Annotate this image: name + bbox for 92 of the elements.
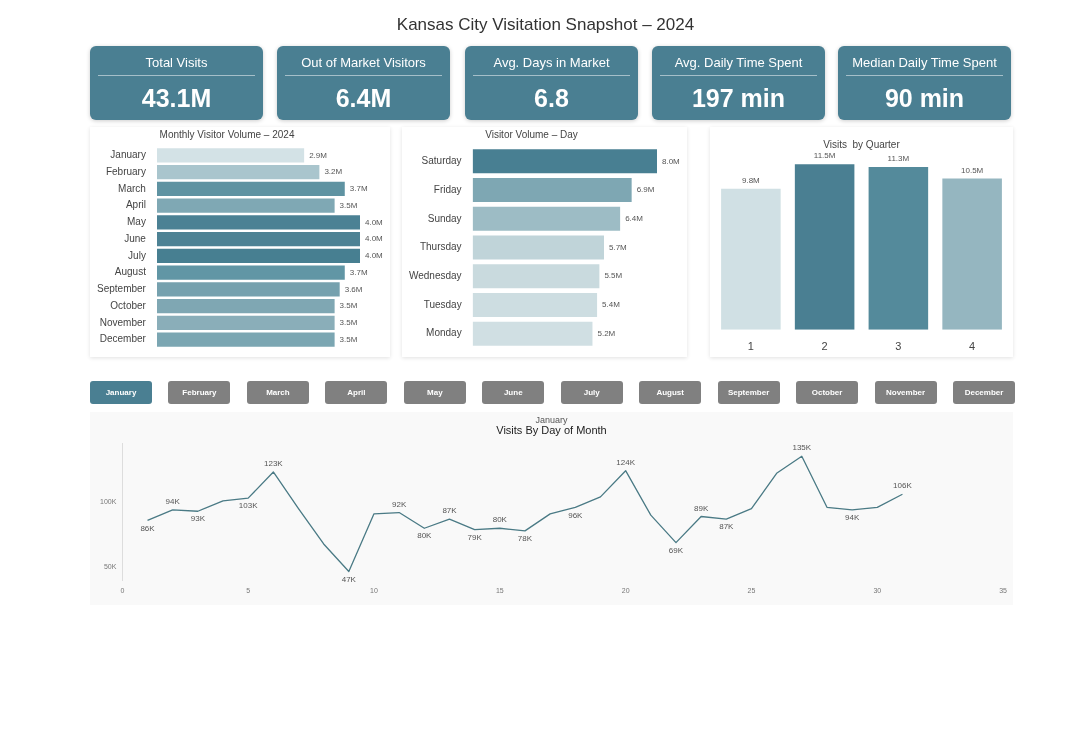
data-label: 11.5M <box>813 151 836 161</box>
category-label: March <box>246 381 309 404</box>
x-tick-label: 2 <box>821 340 828 353</box>
data-label: 10.5M <box>961 165 984 175</box>
data-label: 80K <box>492 515 508 525</box>
y-tick-label: August <box>114 266 147 278</box>
data-label: 4.0M <box>365 234 384 244</box>
y-tick-label: October <box>110 299 147 311</box>
y-tick-label: November <box>99 316 147 328</box>
y-tick-label: April <box>125 199 146 211</box>
data-label: 3.2M <box>324 167 343 177</box>
y-tick-label: September <box>96 283 147 295</box>
text: 197 min <box>690 83 787 113</box>
y-tick-label: Saturday <box>421 155 462 167</box>
text: Total Visits <box>98 46 255 76</box>
y-tick-label: January <box>110 149 146 161</box>
data-label: 3.5M <box>339 200 358 210</box>
data-label: 103K <box>238 501 259 511</box>
category-label: April <box>325 381 388 404</box>
chart-subtitle: January <box>534 415 568 425</box>
y-tick-label: Monday <box>426 327 462 339</box>
category-label: December <box>953 381 1015 404</box>
data-label: 2.9M <box>309 150 328 160</box>
text: 6.8 <box>533 83 570 113</box>
x-tick-label: 1 <box>747 340 754 353</box>
data-label: 4.0M <box>365 251 384 261</box>
text: Median Daily Time Spent <box>846 46 1003 76</box>
y-tick-label: June <box>124 232 147 244</box>
y-tick-label: Sunday <box>427 212 462 224</box>
data-label: 5.2M <box>597 328 616 338</box>
data-label: 106K <box>893 481 913 491</box>
data-label: 80K <box>417 531 433 541</box>
text: Avg. Daily Time Spent <box>660 46 817 76</box>
y-tick-label: Wednesday <box>408 269 462 281</box>
data-label: 92K <box>392 499 407 509</box>
data-label: 5.5M <box>604 271 623 281</box>
data-label: 94K <box>845 513 860 523</box>
text: 6.4M <box>334 83 393 113</box>
x-tick-label: 4 <box>969 340 976 353</box>
data-label: 3.5M <box>339 301 358 311</box>
text: Out of Market Visitors <box>285 46 442 76</box>
data-label: 96K <box>568 510 584 520</box>
category-label: September <box>717 381 780 404</box>
data-label: 78K <box>517 534 533 544</box>
data-label: 3.5M <box>339 318 358 328</box>
category-label: October <box>796 381 859 404</box>
data-label: 93K <box>190 514 206 524</box>
data-label: 123K <box>263 459 284 469</box>
chart-title: Visitor Volume – Day <box>485 128 578 140</box>
data-label: 5.7M <box>608 242 628 252</box>
data-label: 3.5M <box>339 334 358 344</box>
data-label: 124K <box>616 457 636 467</box>
chart-title: Monthly Visitor Volume – 2024 <box>159 128 295 140</box>
data-label: 87K <box>719 522 735 532</box>
category-label: August <box>639 381 702 404</box>
data-label: 3.7M <box>349 267 368 277</box>
text: Kansas City Visitation Snapshot – 2024 <box>395 14 696 36</box>
data-label: 3.7M <box>349 184 368 194</box>
data-label: 11.3M <box>887 154 910 164</box>
y-tick-label: March <box>118 182 146 194</box>
data-label: 135K <box>792 443 812 453</box>
chart-title: Visits By Day of Month <box>496 423 607 436</box>
category-label: July <box>560 381 623 404</box>
text: Avg. Days in Market <box>473 46 630 76</box>
data-label: 87K <box>442 506 458 516</box>
data-label: 5.4M <box>602 300 621 310</box>
data-label: 47K <box>341 574 357 584</box>
y-tick-label: Tuesday <box>423 298 462 310</box>
data-label: 6.4M <box>625 213 644 223</box>
data-label: 79K <box>467 532 483 542</box>
x-tick-label: 3 <box>895 340 902 353</box>
data-label: 8.0M <box>662 156 681 166</box>
data-label: 6.9M <box>636 185 655 195</box>
data-label: 3.6M <box>344 284 363 294</box>
chart-title: Visits by Quarter <box>823 138 901 150</box>
text: 90 min <box>883 83 966 113</box>
y-tick-label: July <box>128 249 146 261</box>
category-label: June <box>482 381 545 404</box>
category-label: February <box>168 381 231 404</box>
data-label: 69K <box>668 545 684 555</box>
y-tick-label: Thursday <box>419 241 462 253</box>
y-tick-label: Friday <box>433 183 462 195</box>
text: 43.1M <box>140 83 213 113</box>
data-label: 9.8M <box>741 175 761 185</box>
y-tick-label: February <box>105 165 146 177</box>
category-label: November <box>874 381 937 404</box>
data-label: 86K <box>140 523 156 533</box>
data-label: 4.0M <box>365 217 384 227</box>
data-label: 89K <box>694 503 709 513</box>
y-tick-label: December <box>99 333 147 345</box>
data-label: 94K <box>165 497 181 507</box>
y-tick-label: May <box>127 216 146 228</box>
